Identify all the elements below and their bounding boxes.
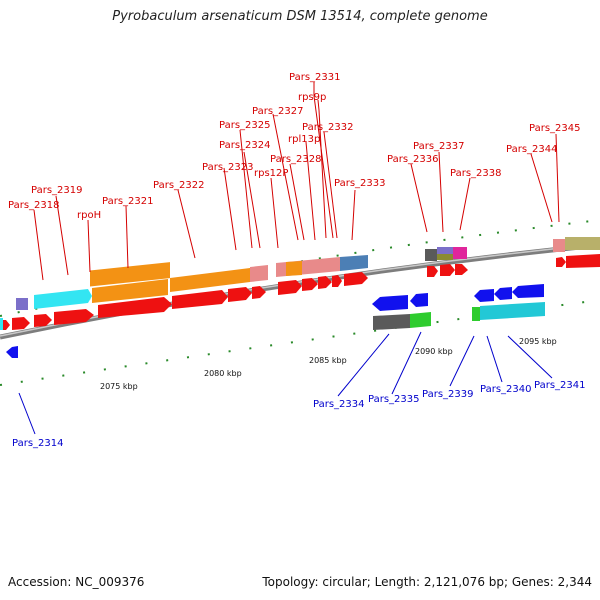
gene-block[interactable] bbox=[170, 268, 250, 292]
gene-label[interactable]: Pars_2323 bbox=[202, 162, 253, 173]
gene-arrow[interactable] bbox=[6, 346, 18, 358]
gene-block[interactable] bbox=[437, 254, 453, 260]
gene-arrow[interactable] bbox=[34, 314, 52, 327]
gene-arrow[interactable] bbox=[566, 254, 600, 268]
cog-track-forward bbox=[16, 237, 600, 310]
gene-block[interactable] bbox=[453, 247, 467, 259]
gene-label[interactable]: Pars_2328 bbox=[270, 154, 321, 165]
gene-block[interactable] bbox=[425, 249, 437, 261]
gene-block[interactable] bbox=[90, 262, 170, 287]
gene-block[interactable] bbox=[480, 302, 545, 320]
gene-block[interactable] bbox=[276, 257, 340, 277]
gene-label[interactable]: rpl13p bbox=[288, 134, 320, 145]
gene-label[interactable]: Pars_2314 bbox=[12, 438, 63, 449]
tick-label: 2095 kbp bbox=[519, 337, 557, 346]
gene-arrow[interactable] bbox=[427, 266, 438, 277]
cds-track-reverse bbox=[6, 284, 544, 358]
gene-arrow[interactable] bbox=[440, 264, 455, 276]
gene-arrow[interactable] bbox=[172, 290, 228, 309]
map-title: Pyrobaculum arsenaticum DSM 13514, compl… bbox=[112, 9, 488, 24]
gene-block[interactable] bbox=[565, 237, 600, 250]
gene-label[interactable]: rps9p bbox=[298, 92, 326, 103]
gene-arrow[interactable] bbox=[474, 289, 494, 302]
tick-label: 2075 kbp bbox=[100, 382, 138, 391]
gene-arrow[interactable] bbox=[278, 280, 302, 295]
gene-arrow[interactable] bbox=[98, 297, 172, 318]
reverse-label-leaders bbox=[18, 331, 553, 435]
gene-block[interactable] bbox=[437, 247, 453, 254]
topology-text: Topology: circular; Length: 2,121,076 bp… bbox=[262, 575, 592, 589]
cog-track-reverse bbox=[0, 302, 545, 330]
cds-track-forward bbox=[0, 254, 600, 330]
gene-arrow[interactable] bbox=[494, 287, 512, 300]
gene-arrow[interactable] bbox=[344, 272, 368, 286]
gene-block[interactable] bbox=[16, 298, 28, 310]
gene-label[interactable]: Pars_2337 bbox=[413, 141, 464, 152]
forward-label-leaders bbox=[33, 82, 560, 281]
gene-label[interactable]: rpoH bbox=[77, 210, 101, 221]
gene-arrow[interactable] bbox=[54, 309, 94, 325]
gene-label[interactable]: Pars_2334 bbox=[313, 399, 364, 410]
gene-arrow[interactable] bbox=[12, 317, 30, 330]
gene-block[interactable] bbox=[340, 255, 368, 271]
gene-arrow[interactable] bbox=[372, 295, 408, 311]
tick-label: 2080 kbp bbox=[204, 369, 242, 378]
gene-label[interactable]: Pars_2321 bbox=[102, 196, 153, 207]
gene-block[interactable] bbox=[472, 307, 480, 321]
gene-label[interactable]: Pars_2324 bbox=[219, 140, 270, 151]
gene-arrow[interactable] bbox=[318, 276, 332, 289]
gene-arrow[interactable] bbox=[332, 275, 342, 287]
tick-label: 2090 kbp bbox=[415, 347, 453, 356]
gene-label[interactable]: Pars_2332 bbox=[302, 122, 353, 133]
gene-label[interactable]: Pars_2341 bbox=[534, 380, 585, 391]
inner-tick-ring bbox=[0, 299, 600, 386]
gene-block[interactable] bbox=[34, 289, 92, 309]
forward-gene-labels: Pars_2331 rps9p Pars_2327 Pars_2325 rpl1… bbox=[8, 72, 580, 221]
gene-arrow[interactable] bbox=[228, 287, 252, 302]
gene-label[interactable]: rps12P bbox=[254, 168, 288, 179]
gene-label[interactable]: Pars_2344 bbox=[506, 144, 557, 155]
gene-label[interactable]: Pars_2345 bbox=[529, 123, 580, 134]
accession-text: Accession: NC_009376 bbox=[8, 575, 145, 589]
gene-label[interactable]: Pars_2336 bbox=[387, 154, 438, 165]
tick-label: 2085 kbp bbox=[309, 356, 347, 365]
gene-label[interactable]: Pars_2318 bbox=[8, 200, 59, 211]
gene-block[interactable] bbox=[286, 261, 302, 276]
gene-arrow[interactable] bbox=[302, 278, 318, 291]
gene-arrow[interactable] bbox=[252, 286, 266, 299]
gene-arrow[interactable] bbox=[455, 264, 468, 275]
gene-arrow[interactable] bbox=[556, 257, 566, 267]
gene-label[interactable]: Pars_2325 bbox=[219, 120, 270, 131]
gene-arrow[interactable] bbox=[410, 293, 428, 307]
gene-label[interactable]: Pars_2339 bbox=[422, 389, 473, 400]
gene-block[interactable] bbox=[410, 312, 431, 328]
reverse-gene-labels: Pars_2314 Pars_2334 Pars_2335 Pars_2339 … bbox=[12, 380, 585, 449]
gene-block[interactable] bbox=[0, 318, 3, 330]
outer-tick-ring bbox=[0, 219, 600, 317]
gene-arrow[interactable] bbox=[512, 284, 544, 298]
gene-label[interactable]: Pars_2331 bbox=[289, 72, 340, 83]
gene-label[interactable]: Pars_2322 bbox=[153, 180, 204, 191]
gene-label[interactable]: Pars_2327 bbox=[252, 106, 303, 117]
gene-block[interactable] bbox=[373, 314, 410, 330]
gene-label[interactable]: Pars_2340 bbox=[480, 384, 531, 395]
gene-block[interactable] bbox=[250, 265, 268, 282]
gene-label[interactable]: Pars_2335 bbox=[368, 394, 419, 405]
gene-label[interactable]: Pars_2319 bbox=[31, 185, 82, 196]
gene-block[interactable] bbox=[553, 239, 565, 252]
gene-label[interactable]: Pars_2338 bbox=[450, 168, 501, 179]
gene-block[interactable] bbox=[92, 279, 168, 303]
gene-label[interactable]: Pars_2333 bbox=[334, 178, 385, 189]
scale-labels: 2075 kbp 2080 kbp 2085 kbp 2090 kbp 2095… bbox=[100, 337, 557, 391]
